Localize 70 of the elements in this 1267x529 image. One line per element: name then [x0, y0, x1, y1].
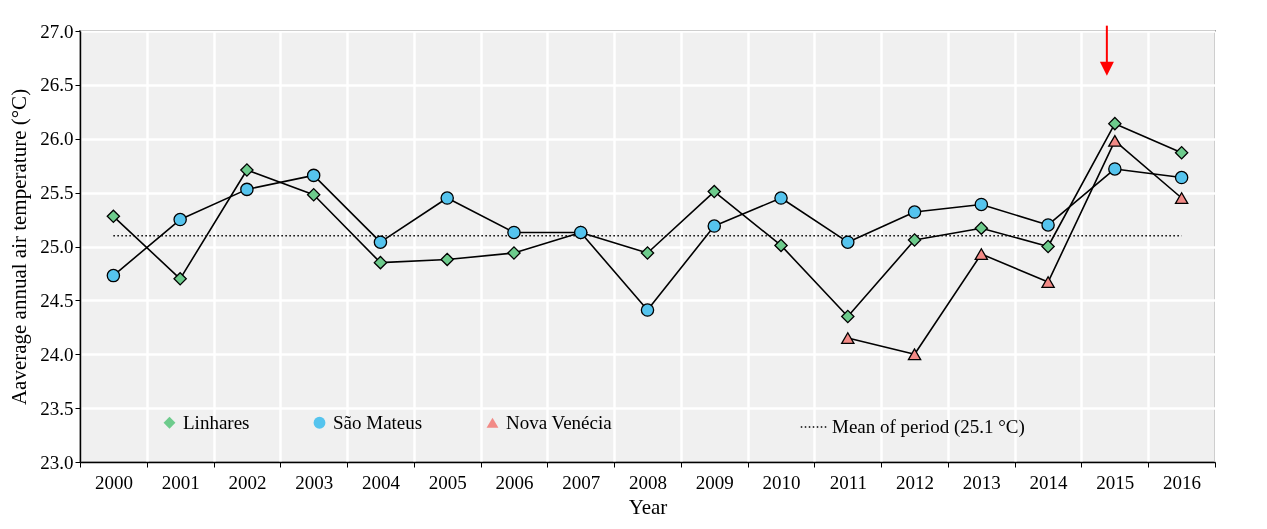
point — [507, 225, 521, 240]
legend-label: Mean of period (25.1 °C) — [832, 416, 1025, 438]
point — [774, 191, 788, 205]
x-tick-label: 2002 — [228, 471, 267, 493]
point — [907, 205, 922, 219]
legend-label: Nova Venécia — [506, 411, 613, 433]
x-tick-label: 2009 — [695, 471, 734, 493]
x-tick-label: 2015 — [1096, 471, 1135, 493]
point — [106, 209, 121, 224]
point — [907, 348, 922, 361]
x-tick-label: 2008 — [629, 471, 667, 493]
y-tick-label: 25.5 — [40, 182, 74, 204]
y-axis-title: Aaverage annual air temperature (°C) — [7, 88, 32, 406]
x-tick-label: 2001 — [161, 471, 200, 493]
point — [440, 191, 454, 205]
point — [240, 182, 254, 197]
point — [707, 184, 722, 199]
point — [640, 246, 655, 260]
x-tick-label: 2014 — [1029, 471, 1069, 493]
point — [507, 246, 521, 260]
point — [373, 235, 388, 249]
y-tick-label: 24.5 — [40, 289, 74, 311]
point — [1041, 276, 1055, 289]
point — [640, 303, 655, 317]
point — [373, 255, 388, 270]
x-tick-label: 2007 — [562, 471, 601, 493]
legend-label: São Mateus — [333, 411, 423, 433]
point — [173, 212, 187, 227]
x-tick-label: 2013 — [962, 471, 1001, 493]
point — [240, 163, 254, 177]
y-tick-label: 24.0 — [40, 343, 74, 365]
legend-label: Linhares — [183, 411, 250, 433]
y-tick-label: 23.0 — [40, 451, 74, 473]
point — [440, 252, 454, 267]
x-tick-label: 2016 — [1163, 471, 1202, 493]
x-tick-label: 2005 — [428, 471, 467, 493]
point — [907, 233, 922, 247]
x-tick-label: 2003 — [295, 471, 334, 493]
x-tick-label: 2000 — [94, 471, 133, 493]
y-tick-label: 27.0 — [40, 20, 74, 42]
point — [173, 272, 187, 286]
x-tick-label: 2012 — [896, 471, 935, 493]
y-tick-label: 26.5 — [40, 74, 74, 96]
x-tick-label: 2006 — [495, 471, 534, 493]
point — [974, 197, 989, 212]
point — [1108, 116, 1122, 131]
y-tick-label: 25.0 — [40, 236, 74, 257]
y-tick-label: 26.0 — [40, 128, 74, 150]
point — [1174, 170, 1189, 185]
point — [1108, 134, 1122, 147]
x-tick-label: 2011 — [829, 471, 867, 493]
point — [1041, 218, 1055, 232]
y-tick-label: 23.5 — [40, 397, 74, 419]
point — [306, 188, 321, 202]
point — [841, 309, 855, 324]
point — [974, 221, 989, 235]
x-tick-label: 2004 — [361, 471, 401, 493]
point — [841, 332, 855, 345]
point — [841, 235, 855, 249]
point — [1174, 192, 1189, 204]
x-tick-label: 2010 — [762, 471, 801, 493]
point — [974, 248, 989, 260]
point — [106, 268, 121, 283]
point — [707, 219, 722, 233]
point — [306, 168, 321, 183]
point — [774, 238, 788, 253]
point — [1108, 162, 1122, 176]
point — [1174, 145, 1189, 160]
x-axis-title: Year — [628, 494, 668, 519]
point — [1041, 239, 1055, 254]
